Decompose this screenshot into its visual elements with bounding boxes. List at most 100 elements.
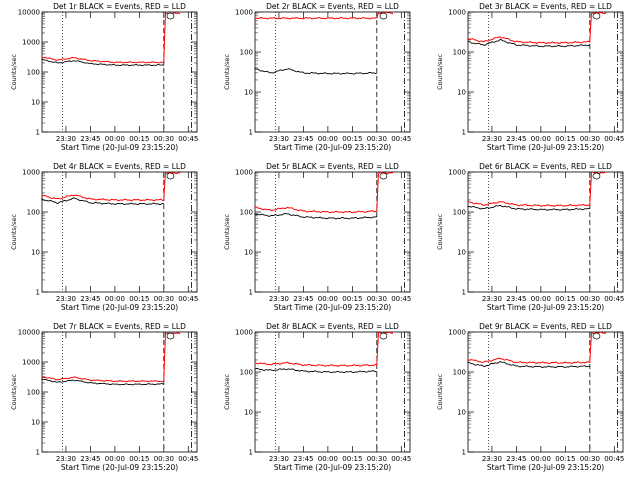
chart-panel-4: Det 4r BLACK = Events, RED = LLD 1 10 100 10… xyxy=(10,162,198,312)
chart-panel-2: Det 2r BLACK = Events, RED = LLD 1 10 100 10… xyxy=(223,2,411,152)
x-tick-label: 00:45 xyxy=(391,295,411,303)
y-axis-label: Counts/sec xyxy=(223,214,231,250)
plot-frame xyxy=(41,171,198,293)
y-axis-label: Counts/sec xyxy=(10,54,18,90)
y-tick-label: 10 xyxy=(457,249,466,257)
x-tick-label: 00:30 xyxy=(154,455,174,463)
x-tick-label: 23:30 xyxy=(482,295,502,303)
y-tick-label: 1 xyxy=(462,449,466,457)
chart-title: Det 8r BLACK = Events, RED = LLD xyxy=(266,322,399,331)
series-line-black xyxy=(254,367,377,374)
plot-frame xyxy=(41,11,198,133)
x-tick-label: 23:45 xyxy=(80,455,100,463)
y-tick-label: 10 xyxy=(244,89,253,97)
y-tick-label: 1000 xyxy=(22,169,40,177)
chart-panel-8: Det 8r BLACK = Events, RED = LLD 1 10 100 10… xyxy=(223,322,411,472)
series-line-red xyxy=(41,332,181,383)
x-tick-label: 00:00 xyxy=(318,135,338,143)
y-tick-label: 10 xyxy=(457,409,466,417)
y-tick-label: 100 xyxy=(240,369,253,377)
y-tick-label: 10 xyxy=(244,249,253,257)
series-line-red xyxy=(41,12,181,64)
series-line-black xyxy=(467,361,590,368)
x-tick-label: 23:30 xyxy=(269,295,289,303)
x-tick-label: 23:45 xyxy=(293,455,313,463)
series-line-black xyxy=(41,58,164,67)
series-line-black xyxy=(467,204,590,211)
y-axis-label: Counts/sec xyxy=(223,374,231,410)
series-line-red xyxy=(41,171,181,202)
x-tick-label: 23:45 xyxy=(506,295,526,303)
series-line-red xyxy=(467,11,607,44)
chart-title: Det 3r BLACK = Events, RED = LLD xyxy=(479,2,612,11)
y-tick-label: 1000 xyxy=(22,39,40,47)
x-tick-label: 00:00 xyxy=(318,455,338,463)
plot-frame xyxy=(467,171,624,293)
y-tick-label: 1 xyxy=(36,289,40,297)
x-tick-label: 23:45 xyxy=(80,295,100,303)
x-tick-label: 00:45 xyxy=(604,295,624,303)
x-axis-label: Start Time (20-Jul-09 23:15:20) xyxy=(274,143,391,152)
x-tick-label: 23:30 xyxy=(482,455,502,463)
chart-panel-3: Det 3r BLACK = Events, RED = LLD 1 10 100 10… xyxy=(436,2,624,152)
series-line-black xyxy=(254,213,377,220)
y-tick-label: 100 xyxy=(240,209,253,217)
x-tick-label: 00:45 xyxy=(178,295,198,303)
x-tick-label: 00:00 xyxy=(105,135,125,143)
x-tick-label: 00:30 xyxy=(367,295,387,303)
series-line-black xyxy=(467,39,591,48)
x-tick-label: 00:30 xyxy=(367,135,387,143)
plot-frame xyxy=(467,331,624,453)
x-tick-label: 00:15 xyxy=(129,295,149,303)
y-tick-label: 10 xyxy=(244,409,253,417)
y-tick-label: 1 xyxy=(36,449,40,457)
overflow-marker xyxy=(592,172,601,180)
y-tick-label: 1000 xyxy=(448,169,466,177)
y-tick-label: 1 xyxy=(249,449,253,457)
plot-frame xyxy=(254,331,411,453)
x-tick-label: 00:15 xyxy=(555,295,575,303)
x-axis-label: Start Time (20-Jul-09 23:15:20) xyxy=(487,303,604,312)
x-tick-label: 00:30 xyxy=(580,135,600,143)
x-tick-label: 00:15 xyxy=(342,455,362,463)
series-line-red xyxy=(467,171,607,207)
x-tick-label: 00:15 xyxy=(555,135,575,143)
x-axis-label: Start Time (20-Jul-09 23:15:20) xyxy=(487,463,604,472)
x-tick-label: 23:30 xyxy=(482,135,502,143)
y-tick-label: 100 xyxy=(27,209,40,217)
y-tick-label: 1 xyxy=(36,129,40,137)
chart-title: Det 9r BLACK = Events, RED = LLD xyxy=(479,322,612,331)
y-tick-label: 100 xyxy=(453,49,466,57)
chart-panel-1: Det 1r BLACK = Events, RED = LLD 1 10 100 10… xyxy=(10,2,198,152)
y-axis-label: Counts/sec xyxy=(436,374,444,410)
chart-title: Det 2r BLACK = Events, RED = LLD xyxy=(266,2,399,11)
x-tick-label: 23:45 xyxy=(293,135,313,143)
chart-title: Det 4r BLACK = Events, RED = LLD xyxy=(53,162,186,171)
overflow-marker xyxy=(166,332,175,340)
y-tick-label: 10000 xyxy=(18,329,40,337)
chart-panel-6: Det 6r BLACK = Events, RED = LLD 1 10 100 10… xyxy=(436,162,624,312)
series-line-red xyxy=(254,11,394,20)
x-tick-label: 23:45 xyxy=(506,455,526,463)
x-tick-label: 00:15 xyxy=(129,455,149,463)
x-tick-label: 23:45 xyxy=(506,135,526,143)
y-axis-label: Counts/sec xyxy=(10,374,18,410)
x-tick-label: 00:45 xyxy=(604,135,624,143)
x-tick-label: 00:30 xyxy=(154,295,174,303)
series-line-black xyxy=(41,197,164,206)
x-tick-label: 00:15 xyxy=(342,295,362,303)
plot-frame xyxy=(467,11,624,133)
series-line-black xyxy=(254,67,377,75)
y-axis-label: Counts/sec xyxy=(436,54,444,90)
x-axis-label: Start Time (20-Jul-09 23:15:20) xyxy=(487,143,604,152)
y-tick-label: 10 xyxy=(457,89,466,97)
x-axis-label: Start Time (20-Jul-09 23:15:20) xyxy=(274,463,391,472)
y-axis-label: Counts/sec xyxy=(436,214,444,250)
y-tick-label: 1 xyxy=(462,129,466,137)
overflow-marker xyxy=(592,12,601,20)
x-tick-label: 00:00 xyxy=(318,295,338,303)
x-tick-label: 00:00 xyxy=(531,135,551,143)
x-tick-label: 00:00 xyxy=(105,455,125,463)
overflow-marker xyxy=(379,172,388,180)
y-tick-label: 100 xyxy=(240,49,253,57)
